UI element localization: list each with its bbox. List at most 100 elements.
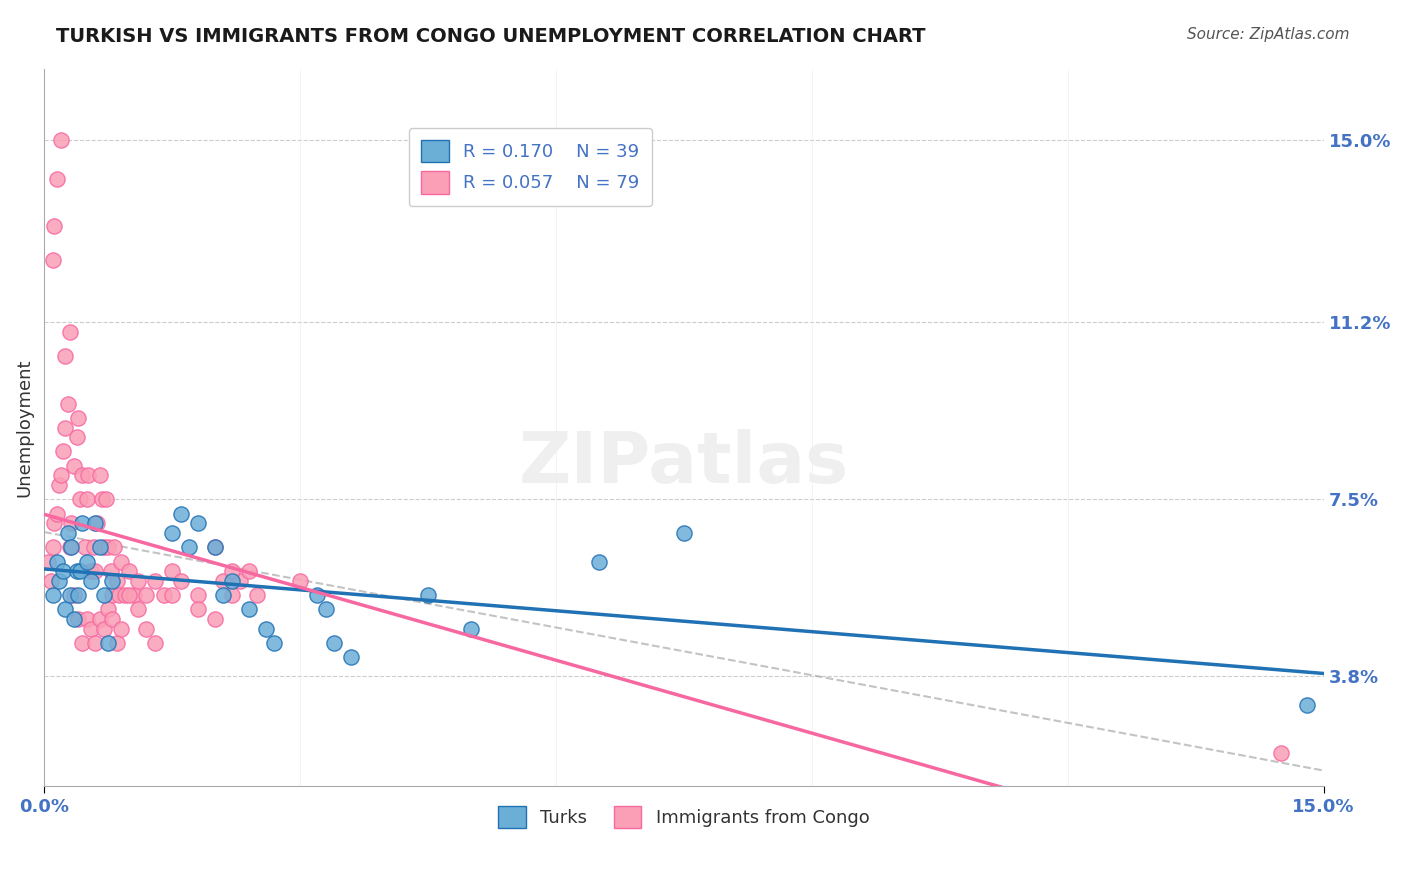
Point (122, 588, 145, 602)
Point (143, 636, 166, 650)
Point (118, 564, 141, 578)
Point (41, 540, 63, 554)
Point (105, 574, 128, 588)
Point (72, 636, 94, 650)
Point (89, 612, 111, 626)
Point (65, 430, 87, 444)
Point (59, 588, 82, 602)
Point (45, 555, 67, 569)
Point (69, 564, 91, 578)
Point (672, 525, 695, 540)
Point (460, 622, 482, 636)
Point (143, 574, 166, 588)
Point (67, 612, 90, 626)
Point (80, 574, 103, 588)
Point (60, 516, 83, 531)
Point (179, 540, 201, 554)
Point (135, 588, 157, 602)
Point (83, 540, 105, 554)
Text: TURKISH VS IMMIGRANTS FROM CONGO UNEMPLOYMENT CORRELATION CHART: TURKISH VS IMMIGRANTS FROM CONGO UNEMPLO… (56, 27, 925, 45)
Point (41, 588, 63, 602)
Point (97, 540, 120, 554)
Point (76, 555, 98, 569)
Point (97, 636, 120, 650)
Point (187, 516, 209, 531)
Point (221, 588, 243, 602)
Point (127, 602, 149, 616)
Y-axis label: Unemployment: Unemployment (15, 359, 32, 497)
Point (65, 564, 87, 578)
Point (212, 588, 235, 602)
Point (59, 540, 82, 554)
Point (127, 574, 149, 588)
Point (169, 574, 191, 588)
Point (101, 612, 124, 626)
Point (187, 588, 209, 602)
Point (94, 492, 117, 507)
Point (73, 540, 96, 554)
Point (60, 540, 83, 554)
Text: Source: ZipAtlas.com: Source: ZipAtlas.com (1187, 27, 1350, 42)
Point (39, 574, 62, 588)
Point (221, 574, 243, 588)
Point (100, 564, 122, 578)
Point (204, 540, 226, 554)
Point (323, 636, 346, 650)
Point (52, 564, 75, 578)
Point (101, 588, 124, 602)
Point (114, 588, 136, 602)
Point (315, 602, 337, 616)
Point (221, 564, 243, 578)
Point (44, 516, 66, 531)
Point (63, 588, 86, 602)
Point (44, 219, 66, 234)
Point (103, 540, 125, 554)
Point (56, 396, 79, 410)
Point (67, 588, 90, 602)
Point (263, 636, 285, 650)
Point (84, 516, 107, 531)
Point (307, 588, 329, 602)
Point (48, 478, 70, 492)
Point (229, 574, 252, 588)
Point (105, 636, 128, 650)
Point (110, 622, 132, 636)
Point (76, 612, 98, 626)
Point (86, 516, 108, 531)
Point (97, 602, 120, 616)
Point (246, 588, 269, 602)
Point (80, 622, 103, 636)
Point (55, 420, 77, 434)
Point (118, 588, 141, 602)
Point (588, 555, 610, 569)
Point (160, 588, 183, 602)
Point (89, 540, 111, 554)
Point (55, 602, 77, 616)
Point (77, 468, 100, 483)
Point (212, 574, 235, 588)
Point (152, 588, 174, 602)
Point (135, 622, 157, 636)
Point (84, 564, 107, 578)
Point (416, 588, 439, 602)
Point (45, 171, 67, 186)
Point (93, 588, 115, 602)
Point (45, 507, 67, 521)
Point (238, 564, 260, 578)
Point (1270, 746, 1292, 760)
Point (55, 349, 77, 363)
Point (37, 555, 59, 569)
Point (254, 622, 277, 636)
Point (69, 492, 91, 507)
Point (108, 588, 131, 602)
Point (72, 468, 94, 483)
Point (1295, 698, 1317, 712)
Point (59, 325, 82, 339)
Point (80, 564, 103, 578)
Text: ZIPatlas: ZIPatlas (519, 429, 849, 498)
Point (160, 525, 183, 540)
Point (52, 444, 75, 458)
Point (76, 492, 98, 507)
Point (56, 525, 79, 540)
Point (72, 516, 94, 531)
